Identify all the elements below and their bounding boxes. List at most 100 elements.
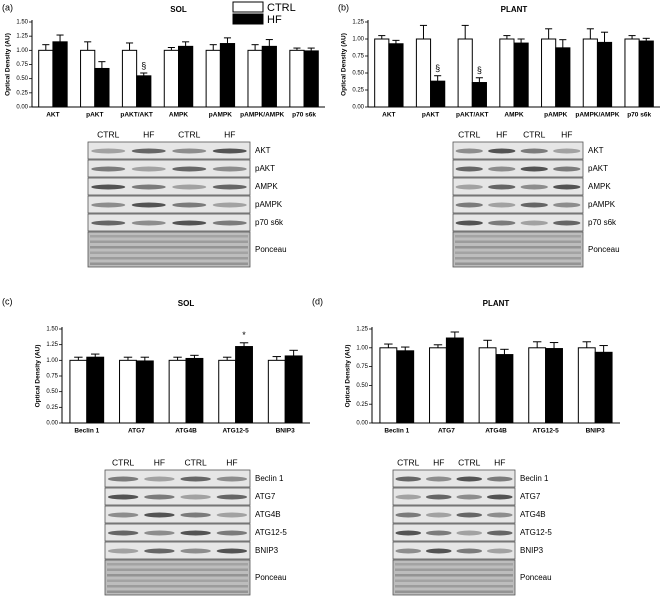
- blot-row-label: BNIP3: [255, 546, 279, 555]
- annotation: §: [477, 65, 482, 75]
- blot-band: [180, 476, 211, 482]
- blot-band: [180, 548, 211, 554]
- x-tick-label: AMPK: [504, 112, 523, 119]
- blot-band: [91, 220, 126, 226]
- blot-band: [520, 220, 548, 226]
- blot-row-label: p70 s6k: [255, 218, 284, 227]
- blot-band: [107, 530, 139, 536]
- lane-label: HF: [154, 457, 165, 467]
- y-axis-label: Optical Density (AU): [341, 33, 348, 96]
- blot-band: [395, 476, 422, 482]
- x-tick-label: ATG12-5: [532, 428, 559, 435]
- blot-band: [107, 476, 139, 482]
- x-tick-label: pAMPK: [209, 112, 232, 119]
- bar: [396, 350, 415, 424]
- ponceau-band: [90, 257, 248, 260]
- blot-band: [91, 184, 126, 190]
- blot-band: [455, 202, 483, 208]
- x-tick-label: ATG4B: [485, 428, 507, 435]
- x-tick-label: BNIP3: [276, 428, 296, 435]
- blot-band: [395, 512, 422, 518]
- ponceau-band: [455, 257, 581, 260]
- x-tick-label: ATG7: [128, 428, 145, 435]
- bar: [379, 347, 398, 424]
- blot-band: [216, 512, 248, 518]
- ponceau-band: [395, 585, 513, 588]
- bar: [121, 49, 138, 108]
- blot-band: [91, 202, 126, 208]
- bar: [594, 351, 613, 424]
- blot-band: [172, 220, 207, 226]
- blot-row-label: BNIP3: [520, 546, 544, 555]
- bar: [235, 346, 253, 424]
- ponceau-band: [90, 262, 248, 265]
- y-axis-label: Optical Density (AU): [5, 33, 12, 96]
- blot-row-label: Ponceau: [255, 573, 287, 582]
- ponceau-band: [107, 563, 248, 566]
- blot-band: [456, 512, 483, 518]
- bar: [495, 354, 514, 424]
- ponceau-band: [90, 246, 248, 249]
- bar: [135, 360, 154, 424]
- bar: [528, 347, 547, 424]
- bar: [205, 49, 221, 108]
- blot-row-label: ATG4B: [520, 510, 546, 519]
- blot-band: [107, 494, 139, 500]
- lane-label: CTRL: [523, 129, 545, 139]
- blot-band: [180, 530, 211, 536]
- bar: [499, 38, 515, 108]
- blot-band: [107, 512, 139, 518]
- lane-label: CTRL: [178, 129, 200, 139]
- blot-band: [486, 530, 513, 536]
- lane-label: HF: [433, 457, 444, 467]
- blot-frame: [104, 469, 251, 488]
- legend-swatch: [232, 1, 264, 13]
- y-tick-label: 0.25: [16, 90, 28, 96]
- blot-band: [425, 476, 452, 482]
- x-tick-label: Beclin 1: [384, 428, 409, 435]
- chart-title: PLANT: [483, 299, 510, 308]
- y-tick-label: 1.50: [16, 20, 28, 26]
- blot-band: [425, 512, 452, 518]
- bar: [136, 75, 152, 108]
- lane-label: CTRL: [397, 457, 419, 467]
- blot-band: [553, 220, 581, 226]
- blot-band: [520, 166, 548, 172]
- blot-row-label: Ponceau: [255, 245, 287, 254]
- blot-band: [553, 148, 581, 154]
- y-tick-label: 0.00: [352, 105, 364, 111]
- blot-band: [212, 220, 247, 226]
- blot-frame: [392, 559, 516, 596]
- y-tick-label: 0.50: [16, 76, 28, 82]
- ponceau-band: [107, 568, 248, 571]
- blot-band: [216, 494, 248, 500]
- bar: [624, 38, 640, 108]
- blot-row-label: ATG12-5: [255, 528, 287, 537]
- blot-band: [455, 166, 483, 172]
- blot-row-label: AKT: [588, 146, 604, 155]
- x-tick-label: pAMPK: [544, 112, 567, 119]
- blot-row-label: AMPK: [255, 182, 278, 191]
- blot-frame: [452, 141, 584, 160]
- y-axis-label: Optical Density (AU): [35, 345, 42, 408]
- blot-row-label: pAMPK: [588, 200, 616, 209]
- blot-band: [212, 184, 247, 190]
- annotation: *: [242, 330, 246, 340]
- y-tick-label: 0.25: [46, 405, 58, 411]
- y-tick-label: 1.00: [356, 345, 368, 351]
- bar: [457, 38, 473, 108]
- x-tick-label: pAKT: [86, 112, 103, 119]
- blot-frame: [104, 541, 251, 560]
- blot-frame: [87, 213, 251, 232]
- lane-label: CTRL: [97, 129, 119, 139]
- blot-band: [131, 148, 166, 154]
- bar: [218, 359, 237, 424]
- bar: [178, 45, 194, 108]
- blot-band: [455, 184, 483, 190]
- y-tick-label: 1.25: [356, 327, 368, 333]
- bar: [388, 43, 404, 108]
- blot-row-label: pAKT: [588, 164, 608, 173]
- blot-band: [180, 494, 211, 500]
- y-axis-label: Optical Density (AU): [345, 345, 352, 408]
- blot-row-label: p70 s6k: [588, 218, 617, 227]
